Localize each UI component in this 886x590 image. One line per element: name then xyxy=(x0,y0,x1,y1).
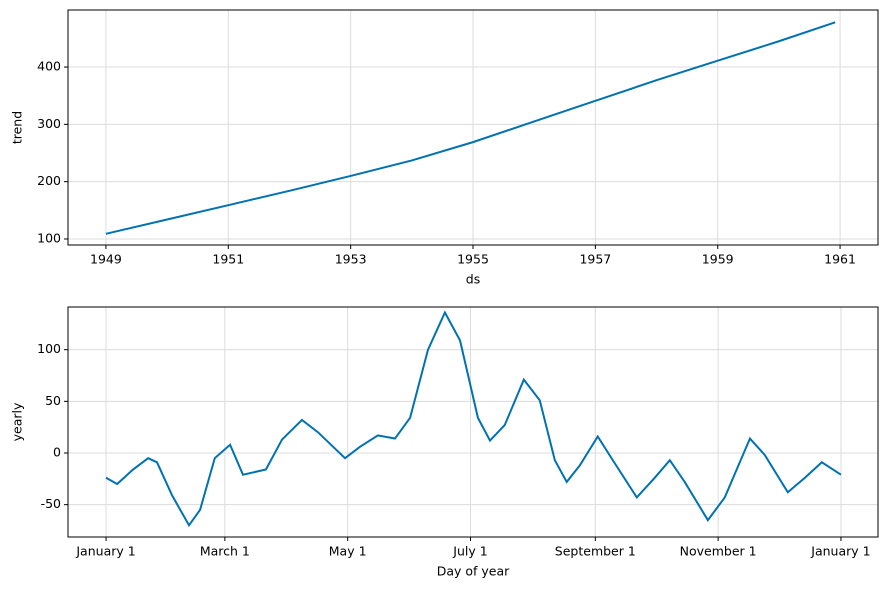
x-tick-label: 1949 xyxy=(90,252,122,267)
x-tick-label: May 1 xyxy=(329,544,367,559)
y-tick-label: 400 xyxy=(37,59,61,74)
x-tick-label: 1961 xyxy=(824,252,856,267)
x-tick-label: September 1 xyxy=(555,544,636,559)
x-axis-label: Day of year xyxy=(437,564,510,579)
y-tick-label: 100 xyxy=(37,230,61,245)
x-tick-label: January 1 xyxy=(810,544,870,559)
x-tick-label: July 1 xyxy=(452,544,487,559)
y-tick-label: 50 xyxy=(45,393,61,408)
x-tick-label: 1951 xyxy=(212,252,244,267)
y-tick-label: 300 xyxy=(37,116,61,131)
plot-frame xyxy=(67,9,879,246)
series-line xyxy=(105,310,842,528)
x-tick-label: 1957 xyxy=(579,252,611,267)
y-tick-label: 0 xyxy=(53,444,61,459)
x-tick-label: January 1 xyxy=(75,544,135,559)
y-tick-label: 100 xyxy=(37,341,61,356)
y-tick-label: -50 xyxy=(41,496,61,511)
plot-frame xyxy=(67,306,879,538)
x-tick-label: November 1 xyxy=(680,544,757,559)
y-axis-label: yearly xyxy=(10,402,25,441)
x-tick-label: 1953 xyxy=(335,252,367,267)
x-tick-label: 1955 xyxy=(457,252,489,267)
y-axis-label: trend xyxy=(10,111,25,144)
x-tick-label: March 1 xyxy=(200,544,250,559)
x-axis-label: ds xyxy=(466,272,480,287)
y-tick-label: 200 xyxy=(37,173,61,188)
x-tick-label: 1959 xyxy=(702,252,734,267)
series-line xyxy=(105,21,836,235)
